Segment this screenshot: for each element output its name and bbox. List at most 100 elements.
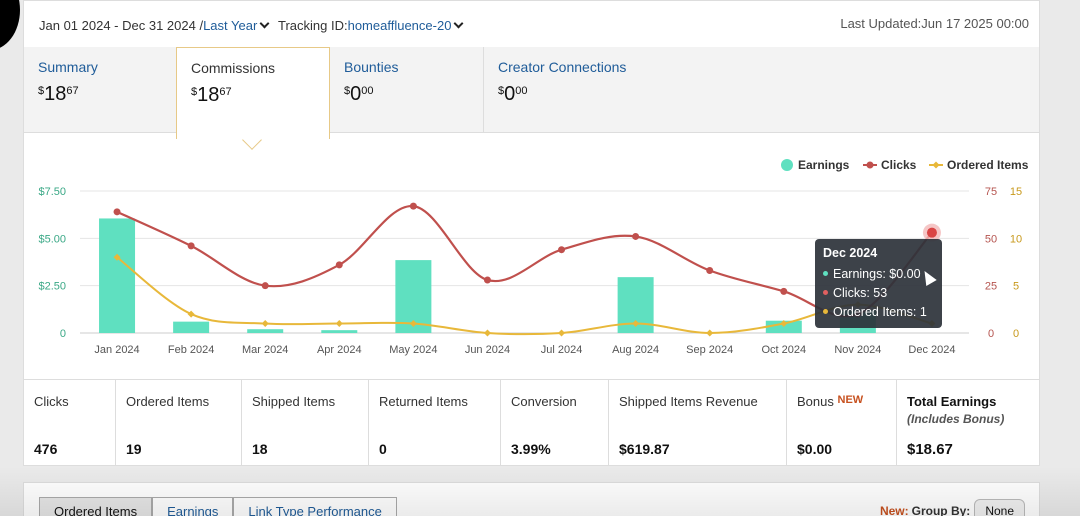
group-by-select[interactable]: None [974,499,1025,516]
stat-bonus: Bonus NEW $0.00 [787,380,897,466]
tab-link-type-performance[interactable]: Link Type Performance [233,497,397,516]
chevron-down-icon[interactable] [259,18,270,29]
tab-ordered-items[interactable]: Ordered Items [39,497,153,516]
clicks-point [558,246,566,254]
group-by-control: New: Group By: None [880,499,1025,516]
stat-conversion: Conversion 3.99% [501,380,609,466]
clicks-point [261,282,269,290]
tab-label: Summary [38,59,98,75]
tooltip-ordered: Ordered Items: 1 [823,303,934,322]
summary-tabs: Summary $1867 Commissions $1867 Bounties… [24,47,1039,150]
tab-earnings[interactable]: Earnings [152,497,234,516]
stat-shipped-revenue: Shipped Items Revenue $619.87 [609,380,787,466]
ordered-items-point [558,329,566,337]
tracking-id-value[interactable]: homeaffluence-20 [347,18,452,33]
x-tick-label: Jul 2024 [541,344,583,356]
tab-amount: $000 [344,83,374,105]
ordered-items-point [335,320,343,328]
y-right-ordered-tick-label: 0 [1013,328,1019,340]
y-left-tick-label: 0 [60,328,66,340]
legend-earnings-swatch [781,159,793,171]
new-flag: New: [879,504,909,516]
y-right-ordered-tick-label: 5 [1013,281,1019,293]
ordered-items-point [187,310,195,318]
tracking-id-label: Tracking ID: [278,18,348,33]
legend-label: Ordered Items [947,158,1029,172]
tab-summary[interactable]: Summary $1867 [24,47,176,133]
x-tick-label: Jan 2024 [94,344,139,356]
chevron-down-icon[interactable] [453,18,464,29]
y-left-tick-label: $7.50 [38,186,66,198]
tab-amount: $000 [498,83,528,105]
range-preset-link[interactable]: Last Year [203,18,258,33]
clicks-point [113,208,121,216]
x-tick-label: Aug 2024 [612,344,659,356]
legend-label: Earnings [798,158,850,172]
tab-amount: $1867 [38,83,79,105]
x-tick-label: Sep 2024 [686,344,733,356]
tab-label: Bounties [344,59,399,75]
tracking-id-selector[interactable]: Tracking ID:homeaffluence-20 [278,18,464,33]
group-by-label: Group By: [911,504,971,516]
ordered-items-point [780,320,788,328]
legend-clicks-swatch-dot [866,161,874,169]
clicks-point [632,232,640,240]
clicks-point [335,261,343,269]
y-right-clicks-tick-label: 0 [988,328,994,340]
tooltip-clicks: Clicks: 53 [823,284,934,303]
clicks-line [116,205,933,318]
legend-ordered-swatch-diamond [932,161,940,169]
performance-chart: $7.50 75 15 $5.00 50 10 $2.50 25 5 0 0 0 Jan 2024 Feb… [24,134,1039,379]
tab-label: Commissions [191,60,276,76]
screen-corner-shadow [0,0,20,50]
stat-returned-items: Returned Items 0 [369,380,501,466]
tab-amount: $1867 [191,84,232,106]
tab-label: Creator Connections [498,59,627,75]
earnings-bar [99,218,136,333]
stat-ordered-items: Ordered Items 19 [116,380,242,466]
y-left-tick-label: $5.00 [38,233,66,245]
stats-row: Clicks 476 Ordered Items 19 Shipped Items 1… [24,379,1039,466]
clicks-point [187,242,195,250]
earnings-bar [321,330,358,333]
tab-commissions[interactable]: Commissions $1867 [176,47,330,150]
ordered-items-point [483,329,491,337]
tab-bounties[interactable]: Bounties $000 [330,47,484,133]
stat-total-earnings: Total Earnings (Includes Bonus) $18.67 [907,394,1005,458]
ordered-items-point [409,320,417,328]
clicks-point [926,227,937,238]
stat-shipped-items: Shipped Items 18 [242,380,369,466]
y-right-ordered-tick-label: 15 [1010,186,1022,198]
ordered-items-point [113,253,121,261]
x-tick-label: Jun 2024 [465,344,510,356]
clicks-point [409,202,417,210]
x-tick-label: Oct 2024 [761,344,806,356]
last-updated-text: Last Updated:Jun 17 2025 00:00 [840,16,1029,31]
date-range-text: Jan 01 2024 - Dec 31 2024 / [39,18,204,33]
ordered-items-line [116,256,933,336]
detail-section: Ordered Items Earnings Link Type Perform… [23,482,1040,516]
tooltip-title: Dec 2024 [823,246,878,260]
clicks-point [780,287,788,295]
stat-clicks: Clicks 476 [24,380,116,466]
x-tick-label: Dec 2024 [908,344,955,356]
ordered-items-point [632,320,640,328]
new-badge: NEW [837,394,864,406]
ordered-items-point [706,329,714,337]
date-range-picker[interactable]: Jan 01 2024 - Dec 31 2024 /Last Year [39,18,270,33]
earnings-bar [173,321,210,333]
tooltip-earnings: Earnings: $0.00 [823,265,934,284]
x-tick-label: May 2024 [389,344,437,356]
tab-creator-connections[interactable]: Creator Connections $000 [484,47,684,133]
y-left-tick-label: $2.50 [38,281,66,293]
clicks-point [483,276,491,284]
y-right-clicks-tick-label: 50 [985,233,997,245]
ordered-items-point [261,320,269,328]
x-tick-label: Apr 2024 [317,344,362,356]
x-tick-label: Nov 2024 [834,344,881,356]
legend-label: Clicks [881,158,917,172]
y-right-clicks-tick-label: 75 [985,186,997,198]
y-right-clicks-tick-label: 25 [985,281,997,293]
chart-tooltip: Dec 2024 Earnings: $0.00 Clicks: 53 Orde… [815,239,942,328]
